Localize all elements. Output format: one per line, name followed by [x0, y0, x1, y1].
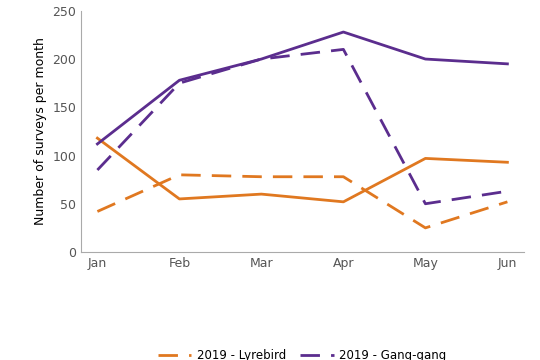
Legend: 2019 - Lyrebird, 2020- Lyrebird, 2019 - Gang-gang, 2020 - Gang-gang: 2019 - Lyrebird, 2020- Lyrebird, 2019 - … [153, 345, 451, 360]
Y-axis label: Number of surveys per month: Number of surveys per month [33, 37, 46, 225]
